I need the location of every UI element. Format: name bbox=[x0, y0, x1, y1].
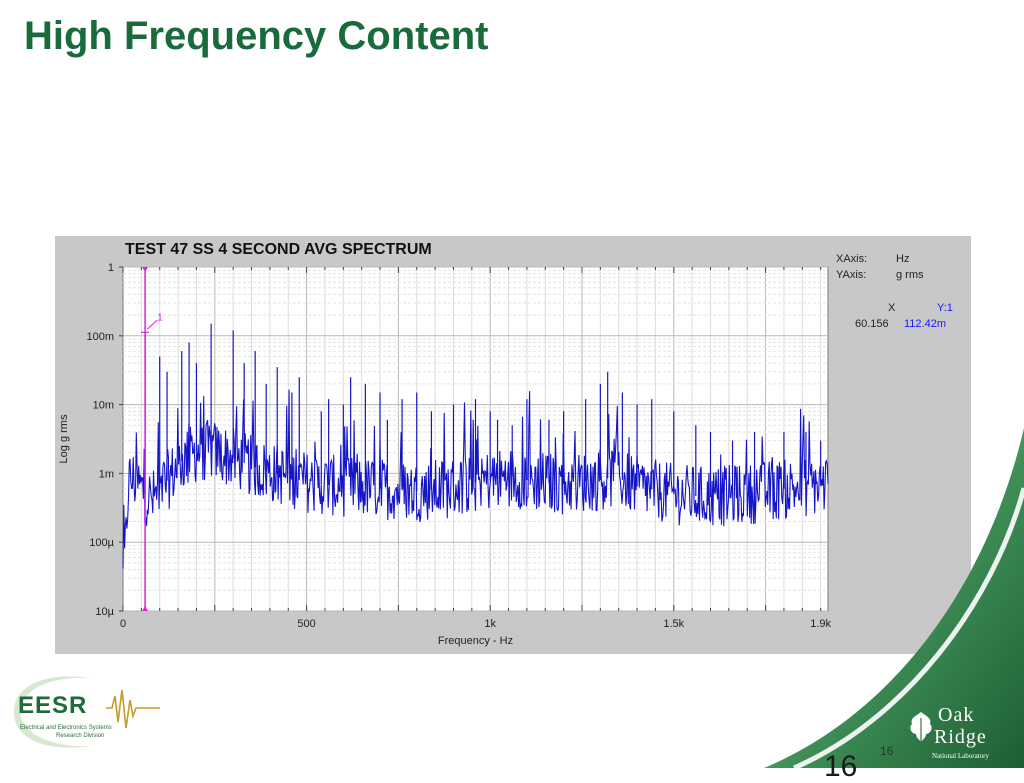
x-tick-label: 500 bbox=[297, 618, 315, 630]
cursor-bottom-marker bbox=[142, 606, 149, 611]
eesr-logo-text: EESR bbox=[18, 692, 88, 719]
y-tick-label: 100µ bbox=[89, 537, 114, 549]
cursor-x-value: 60.156 bbox=[855, 318, 889, 330]
x-tick-label: 1.9k bbox=[810, 618, 831, 630]
yaxis-unit: g rms bbox=[896, 269, 924, 281]
y-tick-label: 100m bbox=[86, 331, 114, 343]
page-number-overlay: 16 bbox=[824, 750, 858, 783]
yaxis-label: YAxis: bbox=[836, 269, 867, 281]
chart-panel: 1 100m 10m 1m 100µ 10µ 0 500 1k 1.5k 1.9k TEST 47 S… bbox=[55, 236, 971, 654]
eesr-subtitle-line1: Electrical and Electronics Systems bbox=[20, 725, 112, 731]
cursor-y-value: 112.42m bbox=[904, 318, 946, 330]
y-axis-label: Log g rms bbox=[58, 414, 70, 463]
ornl-logo-subtitle: National Laboratory bbox=[932, 752, 989, 760]
y-tick-label: 10m bbox=[93, 400, 114, 412]
cursor-y-header: Y:1 bbox=[937, 302, 953, 314]
y-tick-label: 1m bbox=[99, 468, 114, 480]
slide-title: High Frequency Content bbox=[24, 14, 489, 58]
xaxis-label: XAxis: bbox=[836, 253, 868, 265]
spectrum-trace bbox=[122, 389, 829, 569]
corner-decoration bbox=[764, 428, 1024, 768]
cursor-top-marker bbox=[142, 267, 149, 272]
x-tick-label: 0 bbox=[120, 618, 126, 630]
ornl-logo-oak: Oak bbox=[938, 704, 975, 726]
cursor-x-header: X bbox=[888, 302, 896, 314]
cursor-leader bbox=[146, 319, 158, 330]
x-tick-label: 1.5k bbox=[663, 618, 684, 630]
x-axis-label: Frequency - Hz bbox=[438, 635, 513, 647]
y-tick-label: 10µ bbox=[95, 606, 114, 618]
y-tick-label: 1 bbox=[108, 262, 114, 274]
oak-leaf-icon bbox=[910, 712, 932, 742]
x-tick-label: 1k bbox=[484, 618, 496, 630]
ornl-logo-ridge: Ridge bbox=[934, 726, 987, 748]
eesr-logo bbox=[12, 672, 162, 752]
eesr-subtitle-line2: Research Division bbox=[56, 733, 105, 739]
spectrum-chart: 1 100m 10m 1m 100µ 10µ 0 500 1k 1.5k 1.9k TEST 47 S… bbox=[58, 241, 832, 647]
xaxis-unit: Hz bbox=[896, 253, 910, 265]
cursor-label: 1 bbox=[157, 312, 163, 323]
chart-title: TEST 47 SS 4 SECOND AVG SPECTRUM bbox=[125, 241, 432, 258]
page-number: 16 bbox=[880, 744, 894, 758]
